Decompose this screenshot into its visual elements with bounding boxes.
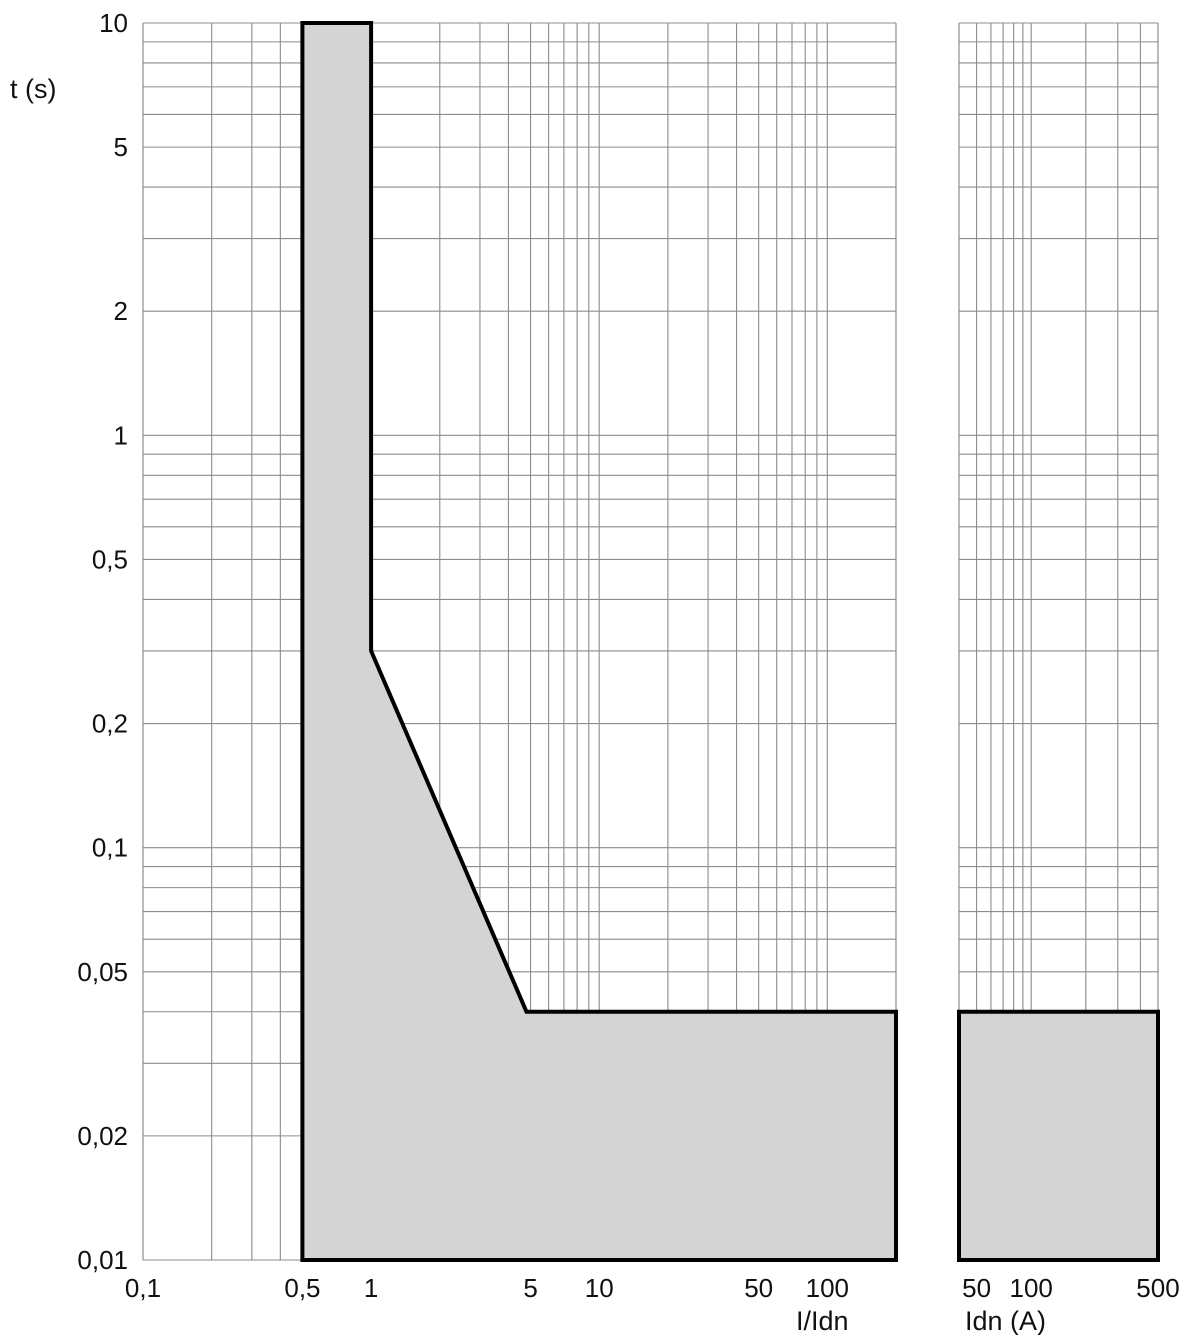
x-tick-label: 50: [962, 1273, 991, 1303]
y-tick-label: 0,01: [77, 1245, 128, 1275]
x-tick-label: 50: [744, 1273, 773, 1303]
x-tick-label: 0,5: [284, 1273, 320, 1303]
right-trip-region: [957, 1009, 1160, 1262]
left-x-axis-title: I/Idn: [796, 1306, 849, 1335]
y-tick-label: 2: [114, 296, 128, 326]
y-tick-label: 0,5: [92, 544, 128, 574]
y-tick-label: 5: [114, 132, 128, 162]
x-tick-label: 0,1: [125, 1273, 161, 1303]
y-tick-labels: 10 5 2 1 0,5 0,2 0,1 0,05 0,02 0,01: [77, 8, 128, 1275]
x-tick-label: 100: [806, 1273, 849, 1303]
y-tick-label: 10: [99, 8, 128, 38]
y-tick-label: 1: [114, 420, 128, 450]
y-axis-title: t (s): [10, 74, 57, 104]
x-tick-label: 100: [1009, 1273, 1052, 1303]
x-tick-label: 1: [364, 1273, 378, 1303]
y-tick-label: 0,1: [92, 833, 128, 863]
left-x-tick-labels: 0,1 0,5 1 5 10 50 100: [125, 1273, 849, 1303]
right-x-axis-title: Idn (A): [965, 1306, 1046, 1335]
right-x-tick-labels: 50 100 500: [962, 1273, 1180, 1303]
y-tick-label: 0,05: [77, 957, 128, 987]
y-tick-label: 0,02: [77, 1121, 128, 1151]
x-tick-label: 500: [1136, 1273, 1179, 1303]
x-tick-label: 5: [523, 1273, 537, 1303]
trip-region-polygon: [300, 21, 898, 1262]
y-tick-label: 0,2: [92, 709, 128, 739]
x-tick-label: 10: [585, 1273, 614, 1303]
trip-region-polygon: [957, 1009, 1160, 1262]
left-trip-region: [300, 21, 898, 1262]
